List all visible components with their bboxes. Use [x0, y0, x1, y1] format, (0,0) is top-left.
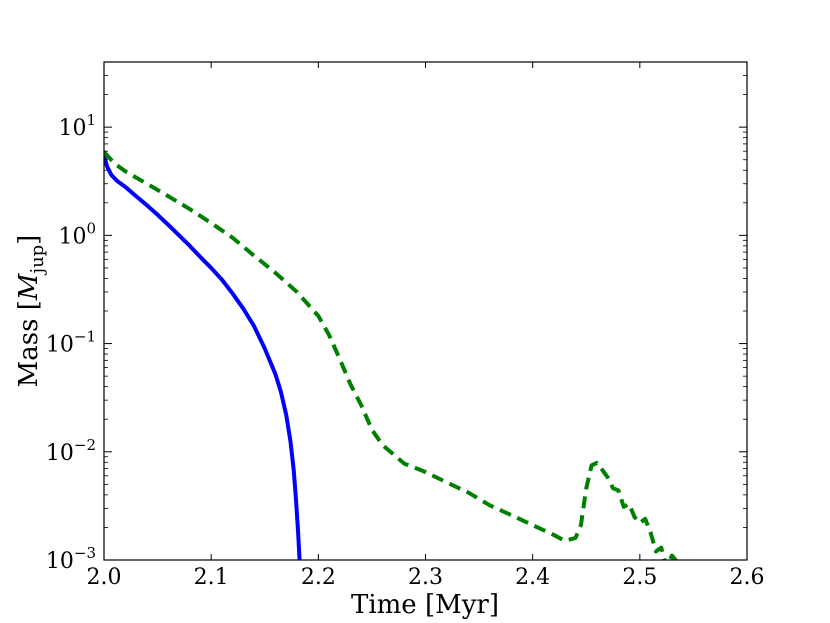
- series-line-solid: [104, 154, 302, 560]
- y-tick-label: 10−1: [46, 328, 96, 358]
- x-axis-label: Time [Myr]: [351, 590, 499, 620]
- y-tick-label: 10−3: [46, 544, 96, 574]
- y-tick-label: 100: [58, 219, 96, 249]
- x-tick-label: 2.2: [301, 565, 336, 590]
- x-tick-label: 2.0: [87, 565, 122, 590]
- y-axis-label: Mass [Mjup]: [14, 235, 48, 388]
- x-tick-label: 2.5: [622, 565, 657, 590]
- y-tick-label: 10−2: [46, 436, 96, 466]
- series-line-dashed: [104, 150, 678, 560]
- plot-frame: [103, 61, 748, 561]
- x-tick-label: 2.6: [730, 565, 765, 590]
- y-tick-label: 101: [58, 111, 96, 141]
- x-tick-label: 2.1: [194, 565, 229, 590]
- x-tick-label: 2.3: [408, 565, 443, 590]
- x-tick-label: 2.4: [515, 565, 550, 590]
- series-layer: [104, 150, 678, 560]
- ticks-layer: 2.0 2.1 2.2 2.3 2.4 2.5 2.6 10−3 10−2 10−1 100 101: [46, 62, 765, 590]
